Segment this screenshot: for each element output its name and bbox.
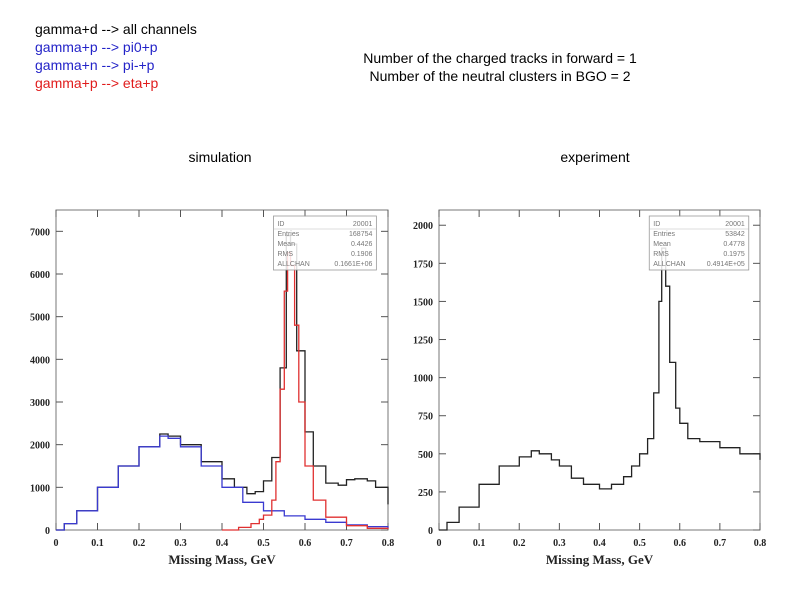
- sim-stats-box: [273, 215, 377, 271]
- sim-y-tick-label: 3000: [30, 398, 50, 409]
- condition-charged-tracks: Number of the charged tracks in forward …: [363, 50, 637, 66]
- exp-x-tick-label: 0.8: [754, 538, 767, 549]
- exp-stats-key: Entries: [653, 231, 675, 238]
- sim-x-tick-label: 0.2: [133, 538, 146, 549]
- sim-y-tick-label: 0: [45, 526, 50, 537]
- legend-line-pi0-p: gamma+p --> pi0+p: [35, 39, 158, 55]
- sim-stats-value: 0.1906: [351, 251, 373, 258]
- sim-stats-value: 168754: [349, 231, 372, 238]
- exp-y-tick-label: 2000: [413, 221, 433, 232]
- panel-title-experiment: experiment: [560, 149, 630, 165]
- exp-x-tick-label: 0.2: [513, 538, 526, 549]
- sim-y-tick-label: 6000: [30, 270, 50, 281]
- exp-x-tick-label: 0.6: [674, 538, 687, 549]
- legend-line-eta-p: gamma+p --> eta+p: [35, 75, 159, 91]
- exp-stats-value: 20001: [725, 221, 745, 228]
- sim-x-axis-label: Missing Mass, GeV: [168, 552, 276, 567]
- sim-y-tick-label: 7000: [30, 227, 50, 238]
- exp-x-tick-label: 0.5: [633, 538, 646, 549]
- exp-x-tick-label: 0.4: [593, 538, 606, 549]
- sim-stats-key: Entries: [277, 231, 299, 238]
- exp-y-tick-label: 750: [418, 412, 433, 423]
- exp-x-tick-label: 0.7: [714, 538, 727, 549]
- exp-stats-key: ID: [653, 221, 660, 228]
- sim-x-tick-label: 0: [54, 538, 59, 549]
- sim-y-tick-label: 2000: [30, 441, 50, 452]
- sim-stats-value: 20001: [353, 221, 373, 228]
- exp-x-tick-label: 0: [437, 538, 442, 549]
- sim-x-tick-label: 0.8: [382, 538, 395, 549]
- sim-x-tick-label: 0.3: [174, 538, 187, 549]
- sim-y-tick-label: 5000: [30, 313, 50, 324]
- exp-y-tick-label: 500: [418, 450, 433, 461]
- exp-y-tick-label: 1000: [413, 374, 433, 385]
- sim-stats-key: ALLCHAN: [277, 261, 309, 268]
- exp-stats-key: Mean: [653, 241, 671, 248]
- exp-stats-value: 0.4914E+05: [707, 261, 745, 268]
- panel-title-simulation: simulation: [188, 149, 252, 165]
- sim-x-tick-label: 0.1: [91, 538, 104, 549]
- sim-stats-value: 0.1661E+06: [334, 261, 372, 268]
- exp-y-tick-label: 1750: [413, 259, 433, 270]
- sim-x-tick-label: 0.5: [257, 538, 270, 549]
- legend-line-all-channels: gamma+d --> all channels: [35, 21, 197, 37]
- exp-y-tick-label: 0: [428, 526, 433, 537]
- exp-stats-value: 53842: [725, 231, 745, 238]
- exp-x-tick-label: 0.3: [553, 538, 566, 549]
- exp-y-tick-label: 250: [418, 488, 433, 499]
- sim-y-tick-label: 1000: [30, 483, 50, 494]
- sim-stats-key: RMS: [277, 251, 293, 258]
- legend-line-pi-minus-p: gamma+n --> pi-+p: [35, 57, 155, 73]
- exp-y-tick-label: 1250: [413, 336, 433, 347]
- exp-stats-value: 0.4778: [723, 241, 745, 248]
- sim-x-tick-label: 0.7: [340, 538, 353, 549]
- exp-stats-key: ALLCHAN: [653, 261, 685, 268]
- exp-series-all: [439, 247, 761, 531]
- exp-stats-value: 0.1975: [723, 251, 745, 258]
- exp-y-tick-label: 1500: [413, 297, 433, 308]
- sim-stats-key: ID: [277, 221, 284, 228]
- exp-stats-box: [648, 215, 750, 271]
- exp-stats-key: RMS: [653, 251, 669, 258]
- sim-series-pi: [56, 435, 389, 531]
- exp-x-axis-label: Missing Mass, GeV: [546, 552, 654, 567]
- exp-x-tick-label: 0.1: [473, 538, 486, 549]
- sim-x-tick-label: 0.4: [216, 538, 229, 549]
- sim-stats-value: 0.4426: [351, 241, 373, 248]
- sim-x-tick-label: 0.6: [299, 538, 312, 549]
- sim-y-tick-label: 4000: [30, 355, 50, 366]
- sim-stats-key: Mean: [277, 241, 295, 248]
- condition-neutral-clusters: Number of the neutral clusters in BGO = …: [369, 68, 631, 84]
